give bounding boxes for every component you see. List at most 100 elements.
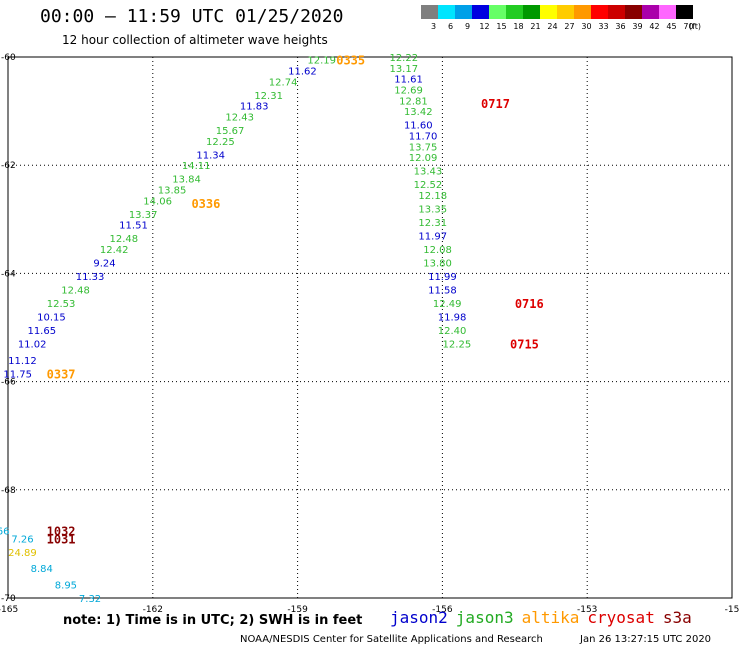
wave-height-label: 11.33 <box>76 272 105 283</box>
colorbar-label: 45 <box>666 22 677 31</box>
wave-height-label: 9.24 <box>93 259 115 270</box>
colorbar-swatch <box>489 5 506 19</box>
wave-height-label: 8.95 <box>55 580 77 591</box>
wave-height-label: 10.15 <box>37 313 66 324</box>
wave-height-label: 24.89 <box>8 548 37 559</box>
colorbar-label: 9 <box>464 22 471 31</box>
colorbar-label: 30 <box>581 22 592 31</box>
colorbar-swatch <box>455 5 472 19</box>
y-tick-label: -60 <box>1 53 16 63</box>
wave-height-label: 12.19 <box>307 56 336 67</box>
wave-height-label: 13.35 <box>418 204 447 215</box>
wave-height-label: 12.25 <box>206 137 235 148</box>
colorbar-label: 42 <box>649 22 660 31</box>
wave-height-label: 14.06 <box>143 196 172 207</box>
map-title: 00:00 – 11:59 UTC 01/25/2020 <box>40 6 344 27</box>
wave-height-label: 13.85 <box>158 186 187 197</box>
wave-height-label: 11.70 <box>409 131 438 142</box>
colorbar-swatch <box>557 5 574 19</box>
colorbar-swatch <box>659 5 676 19</box>
wave-height-label: 8.84 <box>31 564 53 575</box>
y-tick-label: -62 <box>1 161 16 171</box>
colorbar-label: 36 <box>615 22 626 31</box>
wave-height-label: 11.51 <box>119 221 148 232</box>
colorbar-label: 70 <box>683 22 694 31</box>
credit-line: NOAA/NESDIS Center for Satellite Applica… <box>240 634 543 645</box>
colorbar-label: 6 <box>447 22 454 31</box>
x-tick-label: -162 <box>143 605 163 615</box>
wave-height-label: 12.81 <box>399 96 428 107</box>
wave-height-label: 12.22 <box>389 53 418 64</box>
legend-entry-jason3: jason3 <box>455 608 514 627</box>
colorbar-label: 21 <box>530 22 541 31</box>
wave-height-label: 11.60 <box>404 121 433 132</box>
map-subtitle: 12 hour collection of altimeter wave hei… <box>62 33 328 47</box>
wave-height-label: 13.84 <box>172 175 201 186</box>
wave-height-label: 12.49 <box>433 299 462 310</box>
wave-height-label: 12.08 <box>423 245 452 256</box>
colorbar-label: 39 <box>632 22 643 31</box>
colorbar-swatch <box>676 5 693 19</box>
wave-height-label: 11.99 <box>428 272 457 283</box>
wave-height-label: 12.48 <box>110 234 139 245</box>
colorbar-label: 24 <box>547 22 558 31</box>
colorbar-label: 18 <box>513 22 524 31</box>
satellite-legend: jason2 jason3 altika cryosat s3a <box>390 608 700 627</box>
plot-frame <box>7 56 733 599</box>
pass-time-label: 0717 <box>481 97 510 111</box>
colorbar-unit: (ft) <box>688 22 702 31</box>
wave-height-label: 12.43 <box>225 113 254 124</box>
wave-height-label: 12.25 <box>443 340 472 351</box>
wave-height-label: 12.48 <box>61 286 90 297</box>
colorbar-label: 27 <box>564 22 575 31</box>
wave-height-label: 13.75 <box>409 142 438 153</box>
colorbar-swatch <box>523 5 540 19</box>
y-tick-label: -64 <box>1 269 16 279</box>
wave-height-label: 13.43 <box>414 167 443 178</box>
colorbar-label: 12 <box>479 22 490 31</box>
pass-time-label: 0335 <box>336 54 365 68</box>
units-note: note: 1) Time is in UTC; 2) SWH is in fe… <box>63 613 363 628</box>
wave-height-label: 12.18 <box>418 191 447 202</box>
colorbar-swatch <box>642 5 659 19</box>
y-tick-label: -68 <box>1 486 16 496</box>
wave-height-label: 8.66 <box>0 526 9 537</box>
colorbar-label: 33 <box>598 22 609 31</box>
generated-timestamp: Jan 26 13:27:15 UTC 2020 <box>580 634 712 645</box>
x-tick-label: -15 <box>725 605 740 615</box>
colorbar-label: 3 <box>430 22 437 31</box>
legend-entry-cryosat: cryosat <box>587 608 655 627</box>
wave-height-label: 7.26 <box>11 534 33 545</box>
wave-height-label: 12.52 <box>414 180 443 191</box>
pass-time-label: 0716 <box>515 297 544 311</box>
wave-height-label: 11.65 <box>27 326 56 337</box>
wave-height-label: 11.97 <box>418 232 447 243</box>
wave-height-label: 12.31 <box>254 91 283 102</box>
x-tick-label: -159 <box>287 605 308 615</box>
wave-height-label: 12.09 <box>409 153 438 164</box>
wave-height-label: 11.02 <box>18 340 47 351</box>
colorbar-swatch <box>506 5 523 19</box>
wave-height-label: 11.75 <box>3 369 32 380</box>
wave-height-label: 11.62 <box>288 67 317 78</box>
legend-entry-s3a: s3a <box>662 608 692 627</box>
wave-height-label: 14.11 <box>182 161 211 172</box>
x-tick-label: -153 <box>577 605 597 615</box>
colorbar-swatch <box>574 5 591 19</box>
wave-height-label: 11.34 <box>196 150 225 161</box>
wave-height-label: 11.61 <box>394 75 423 86</box>
legend-entry-jason2: jason2 <box>390 608 448 627</box>
wave-height-label: 11.98 <box>438 313 467 324</box>
y-tick-label: -70 <box>1 594 16 604</box>
x-tick-label: -156 <box>432 605 453 615</box>
wave-height-label: 13.42 <box>404 107 433 118</box>
wave-height-label: 12.74 <box>269 77 298 88</box>
wave-height-label: 13.17 <box>389 64 418 75</box>
colorbar-swatch <box>540 5 557 19</box>
x-tick-label: -165 <box>0 605 18 615</box>
pass-time-label: 1031 <box>47 532 76 546</box>
wave-height-label: 12.42 <box>100 245 129 256</box>
colorbar-swatch <box>608 5 625 19</box>
pass-time-label: 0336 <box>191 197 220 211</box>
